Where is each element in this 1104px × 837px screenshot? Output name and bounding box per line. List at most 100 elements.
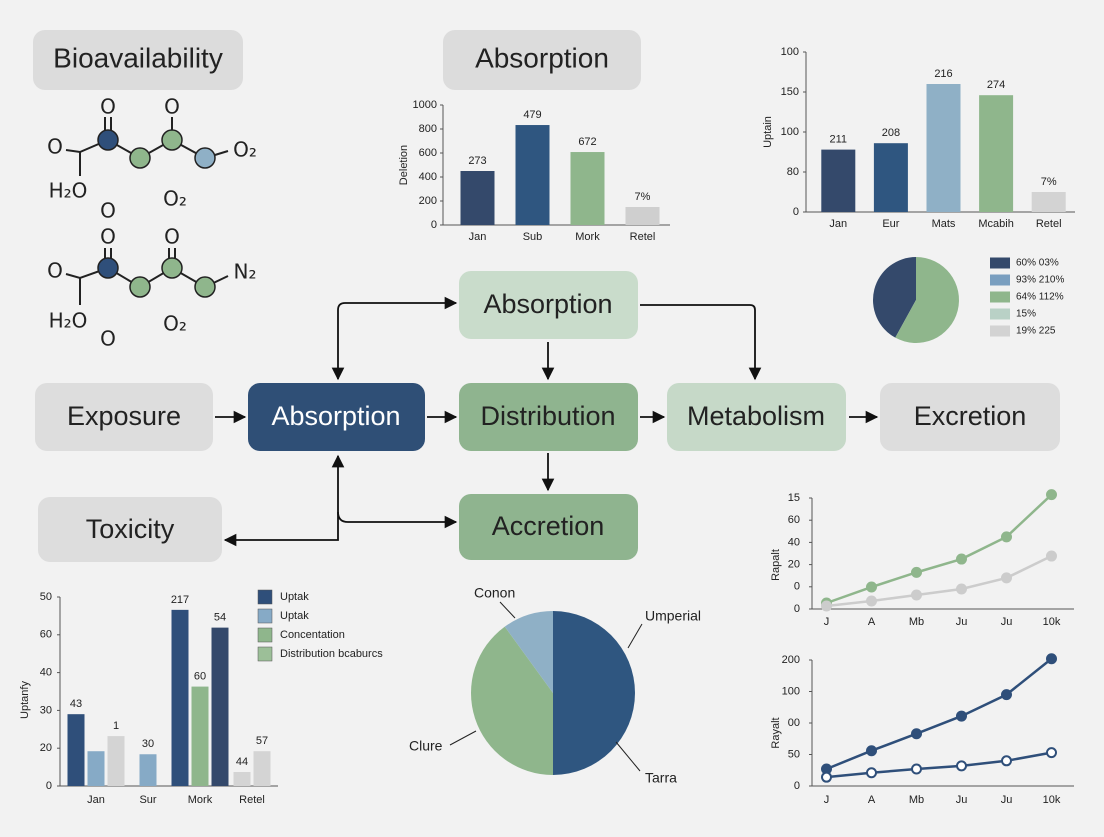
- y-tick-label: 100: [781, 46, 799, 58]
- flow-label: Toxicity: [86, 514, 175, 544]
- atom: [194, 147, 216, 169]
- y-axis-label: Uptain: [762, 116, 774, 148]
- x-tick-label: Mb: [909, 794, 924, 806]
- atom-label: O₂: [233, 138, 257, 162]
- legend-swatch: [990, 257, 1010, 269]
- x-tick-label: A: [868, 794, 876, 806]
- line: [826, 657, 1053, 771]
- flow-label: Metabolism: [687, 401, 825, 431]
- flow-label: Excretion: [914, 401, 1027, 431]
- x-tick-label: Mb: [909, 616, 924, 628]
- x-tick-label: Ju: [1001, 794, 1013, 806]
- y-tick-label: 50: [40, 591, 52, 603]
- legend-label: 19% 225: [1016, 326, 1056, 337]
- y-tick-label: 0: [794, 780, 800, 792]
- molecule: [65, 117, 229, 176]
- arrow: [337, 511, 458, 529]
- marker: [956, 583, 967, 595]
- x-tick-label: 10k: [1043, 616, 1061, 628]
- x-tick-label: Ju: [956, 794, 968, 806]
- title-text: Absorption: [475, 42, 609, 73]
- flow-label: Exposure: [67, 401, 181, 431]
- bar: [873, 143, 908, 212]
- atom-label: O: [164, 95, 180, 119]
- y-tick-label: 60: [40, 629, 52, 641]
- bar: [460, 171, 495, 225]
- legend-label: 64% 112%: [1016, 292, 1064, 303]
- marker: [911, 763, 922, 775]
- bar-annotation: 273: [468, 155, 486, 167]
- x-tick-label: Retel: [630, 231, 656, 243]
- marker: [1001, 755, 1012, 767]
- bar: [926, 84, 961, 212]
- x-tick-label: Jan: [469, 231, 487, 243]
- leader-line: [499, 601, 516, 619]
- bar-annotation: 1: [113, 720, 119, 732]
- bar: [570, 152, 605, 225]
- x-tick-label: 10k: [1043, 794, 1061, 806]
- pie-slice: [873, 257, 916, 338]
- bar-annotation: 211: [830, 134, 848, 146]
- leader-line: [449, 730, 477, 746]
- line: [826, 554, 1053, 608]
- y-tick-label: 0: [46, 780, 52, 792]
- atom-label: H₂O: [49, 309, 88, 333]
- molecule: [65, 248, 229, 305]
- pie-label: Tarra: [645, 770, 677, 786]
- legend-swatch: [990, 274, 1010, 286]
- marker: [911, 589, 922, 601]
- bar: [515, 125, 550, 225]
- flow-label: Accretion: [492, 511, 605, 541]
- line: [826, 493, 1053, 605]
- atom-label: N₂: [234, 260, 257, 284]
- legend-label: 15%: [1016, 309, 1036, 320]
- pie-slice: [553, 611, 635, 693]
- legend-swatch: [990, 325, 1010, 337]
- y-tick-label: 150: [781, 86, 799, 98]
- flow-label: Distribution: [480, 401, 615, 431]
- title-box: [33, 30, 243, 90]
- x-tick-label: J: [824, 794, 830, 806]
- flow-box: [459, 383, 638, 451]
- arrow: [223, 454, 345, 547]
- marker: [821, 771, 832, 783]
- marker: [1046, 653, 1057, 665]
- marker: [866, 581, 877, 593]
- flow-label: Absorption: [271, 401, 400, 431]
- y-axis-label: Deletion: [398, 145, 410, 185]
- marker: [866, 595, 877, 607]
- y-axis-label: Rayalt: [770, 717, 782, 748]
- atom: [97, 257, 119, 279]
- atom-label: O₂: [163, 312, 187, 336]
- y-tick-label: 50: [788, 748, 800, 760]
- y-tick-label: 80: [787, 166, 799, 178]
- legend-label: Uptak: [280, 610, 309, 622]
- marker: [1046, 550, 1057, 562]
- marker: [1001, 531, 1012, 543]
- y-tick-label: 20: [788, 559, 800, 571]
- bar: [253, 751, 271, 786]
- arrows: [215, 296, 879, 547]
- bar: [67, 714, 85, 786]
- y-tick-label: 00: [788, 717, 800, 729]
- flow-box: [248, 383, 425, 451]
- legend-swatch: [990, 291, 1010, 303]
- marker: [1046, 747, 1057, 759]
- bar: [979, 95, 1014, 212]
- y-tick-label: 100: [782, 685, 800, 697]
- y-tick-label: 0: [794, 581, 800, 593]
- marker: [956, 553, 967, 565]
- bar: [191, 686, 209, 786]
- bar-annotation: 216: [934, 68, 952, 80]
- marker: [866, 745, 877, 757]
- y-axis-label: Uptanfy: [19, 681, 31, 719]
- bar-annotation: 54: [214, 612, 226, 624]
- x-tick-label: Mats: [932, 218, 956, 230]
- marker: [911, 728, 922, 740]
- atom-label: O: [100, 225, 116, 249]
- pie-slice: [895, 257, 959, 343]
- atom: [129, 276, 151, 298]
- pie-slice: [470, 626, 553, 776]
- pie-label: Conon: [474, 585, 515, 601]
